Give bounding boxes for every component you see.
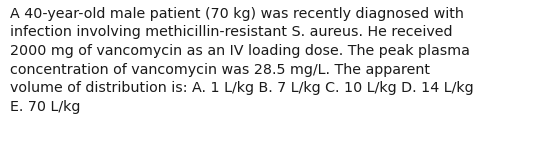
Text: A 40-year-old male patient (70 kg) was recently diagnosed with
infection involvi: A 40-year-old male patient (70 kg) was r…	[10, 7, 474, 114]
